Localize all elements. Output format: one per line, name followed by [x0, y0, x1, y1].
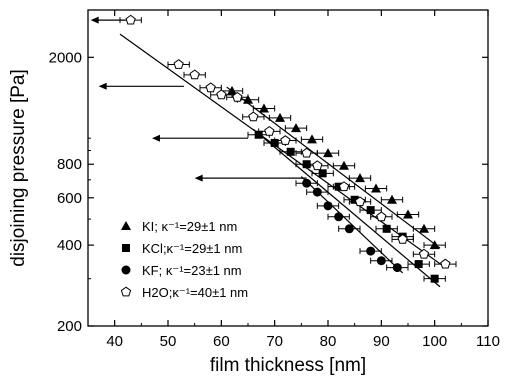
y-tick-label: 2000	[49, 49, 82, 66]
legend-entry: KF; κ⁻¹=23±1 nm	[142, 263, 242, 278]
x-tick-label: 60	[213, 333, 230, 350]
data-point-triangle	[355, 173, 365, 183]
plot-frame	[87, 9, 489, 327]
data-point-pentagon	[338, 181, 350, 192]
data-point-pentagon	[440, 258, 451, 269]
data-point-triangle	[275, 112, 285, 122]
data-point-square	[254, 130, 263, 139]
x-axis-label: film thickness [nm]	[210, 355, 366, 376]
data-point-square	[382, 224, 391, 233]
data-point-triangle	[419, 223, 429, 233]
x-tick-label: 80	[320, 333, 337, 350]
data-point-pentagon	[248, 111, 259, 122]
data-point-pentagon	[189, 69, 200, 80]
data-point-triangle	[227, 85, 237, 95]
data-point-square	[350, 195, 359, 204]
data-point-pentagon	[418, 248, 430, 259]
y-tick-label: 800	[57, 156, 82, 173]
data-point-pentagon	[397, 233, 408, 244]
x-tick-label: 70	[266, 333, 283, 350]
x-tick-label: 50	[160, 333, 177, 350]
axes: 40 50 60 70 80 90 100 110 200 400 600 800 2000	[49, 9, 500, 350]
legend-entry: H2O;κ⁻¹=40±1 nm	[142, 285, 248, 300]
data-point-square	[366, 206, 375, 215]
data-point-pentagon	[205, 82, 216, 93]
y-tick-label: 200	[57, 318, 82, 335]
arrow-head	[98, 82, 107, 90]
y-axis-label: disjoining pressure [Pa]	[8, 69, 29, 267]
x-tick-label: 40	[106, 333, 123, 350]
legend: KI; κ⁻¹=29±1 nm KCl;κ⁻¹=29±1 nm KF; κ⁻¹=23…	[120, 219, 248, 300]
data-point-square	[286, 147, 295, 156]
data-point-pentagon	[232, 91, 243, 102]
x-tick-label: 110	[476, 333, 500, 350]
data-point-pentagon	[301, 147, 312, 158]
data-point-circle	[376, 256, 386, 266]
data-point-triangle	[291, 123, 301, 133]
data-point-circle	[344, 224, 354, 234]
legend-marker-circle	[121, 265, 131, 275]
data-point-circle	[334, 212, 344, 222]
legend-marker-pentagon	[120, 286, 132, 297]
data-point-triangle	[307, 134, 317, 144]
data-points	[119, 14, 457, 283]
data-point-pentagon	[312, 160, 323, 171]
arrow-head	[152, 134, 160, 142]
data-point-circle	[302, 178, 312, 188]
legend-entry: KCl;κ⁻¹=29±1 nm	[142, 241, 242, 256]
data-point-pentagon	[216, 89, 227, 100]
data-point-pentagon	[173, 59, 184, 69]
fit-line-1	[252, 128, 441, 288]
data-point-triangle	[323, 148, 333, 158]
data-point-circle	[366, 246, 376, 256]
data-point-triangle	[259, 103, 269, 113]
data-point-triangle	[339, 160, 349, 170]
arrow-head	[90, 16, 99, 24]
data-point-triangle	[403, 209, 413, 219]
data-point-triangle	[371, 183, 381, 193]
legend-marker-square	[122, 244, 130, 252]
data-point-pentagon	[376, 211, 387, 222]
data-point-square	[318, 169, 327, 178]
data-point-pentagon	[125, 14, 136, 25]
legend-marker-triangle	[121, 221, 131, 230]
legend-entry: KI; κ⁻¹=29±1 nm	[142, 219, 237, 234]
arrows	[90, 16, 307, 182]
data-point-pentagon	[354, 196, 366, 207]
data-point-pentagon	[264, 125, 275, 136]
data-point-square	[430, 274, 439, 283]
x-tick-label: 90	[373, 333, 390, 350]
x-tick-label: 100	[422, 333, 447, 350]
y-tick-label: 400	[57, 237, 82, 254]
data-point-triangle	[429, 240, 440, 250]
data-point-circle	[392, 263, 402, 273]
data-point-pentagon	[280, 135, 291, 145]
data-point-circle	[323, 201, 333, 211]
y-tick-label: 600	[57, 190, 82, 207]
data-point-triangle	[387, 194, 397, 204]
data-point-circle	[312, 187, 322, 197]
arrow-head	[194, 174, 203, 182]
data-point-square	[414, 260, 423, 269]
